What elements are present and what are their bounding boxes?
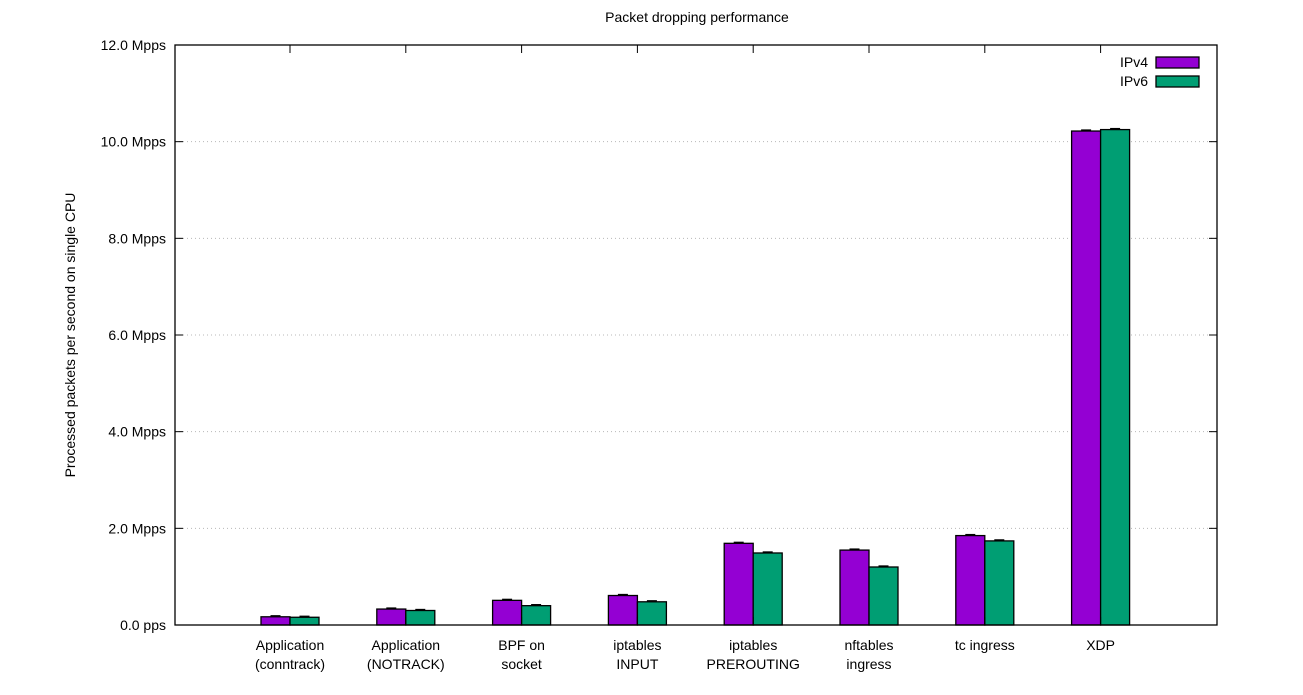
bar-ipv6 <box>636 601 668 626</box>
bar-ipv6 <box>520 605 552 626</box>
bar-ipv6 <box>289 616 320 626</box>
y-tick-label: 6.0 Mpps <box>108 327 166 343</box>
bar-ipv4 <box>260 616 291 626</box>
grid-lines <box>175 141 1217 529</box>
bar-ipv6 <box>405 609 436 626</box>
x-tick-label: tc ingress <box>955 637 1015 653</box>
bar-ipv4 <box>723 542 754 626</box>
bar-ipv6 <box>984 540 1015 626</box>
x-tick-label: PREROUTING <box>707 656 800 672</box>
bar-ipv4 <box>955 534 986 626</box>
y-tick-label: 2.0 Mpps <box>108 520 166 536</box>
bar-ipv6 <box>1099 128 1131 626</box>
x-tick-label: (NOTRACK) <box>367 656 445 672</box>
legend-label: IPv4 <box>1120 54 1148 70</box>
y-axis-label: Processed packets per second on single C… <box>62 193 78 478</box>
y-tick-label: 8.0 Mpps <box>108 230 166 246</box>
legend-label: IPv6 <box>1120 73 1148 89</box>
x-tick-label: BPF on <box>498 637 545 653</box>
bar-ipv4 <box>1070 130 1102 626</box>
x-tick-label: socket <box>501 656 542 672</box>
legend-swatch <box>1155 56 1200 69</box>
x-tick-label: Application <box>256 637 325 653</box>
x-tick-label: XDP <box>1086 637 1115 653</box>
y-tick-label: 10.0 Mpps <box>101 134 166 150</box>
bar-ipv4 <box>376 608 407 626</box>
axes: 0.0 pps 2.0 Mpps 4.0 Mpps 6.0 Mpps 8.0 Mpps 1… <box>101 37 1218 672</box>
legend-swatch <box>1155 75 1200 88</box>
bar-ipv6 <box>868 566 899 626</box>
x-tick-label: iptables <box>729 637 777 653</box>
y-tick-label: 0.0 pps <box>120 617 166 633</box>
y-tick-label: 12.0 Mpps <box>101 37 166 53</box>
bar-ipv4 <box>491 599 523 626</box>
x-tick-label: Application <box>372 637 441 653</box>
bar-ipv6 <box>752 552 783 626</box>
x-tick-label: ingress <box>846 656 891 672</box>
bar-ipv4 <box>839 549 870 626</box>
chart-title: Packet dropping performance <box>605 9 789 25</box>
bars <box>260 127 1131 626</box>
legend: IPv4 IPv6 <box>1120 54 1200 89</box>
plot-border <box>174 44 1218 626</box>
x-tick-label: INPUT <box>616 656 658 672</box>
bar-ipv4 <box>607 594 639 626</box>
y-tick-label: 4.0 Mpps <box>108 424 166 440</box>
x-tick-label: iptables <box>613 637 661 653</box>
x-tick-label: (conntrack) <box>255 656 325 672</box>
x-tick-label: nftables <box>844 637 893 653</box>
